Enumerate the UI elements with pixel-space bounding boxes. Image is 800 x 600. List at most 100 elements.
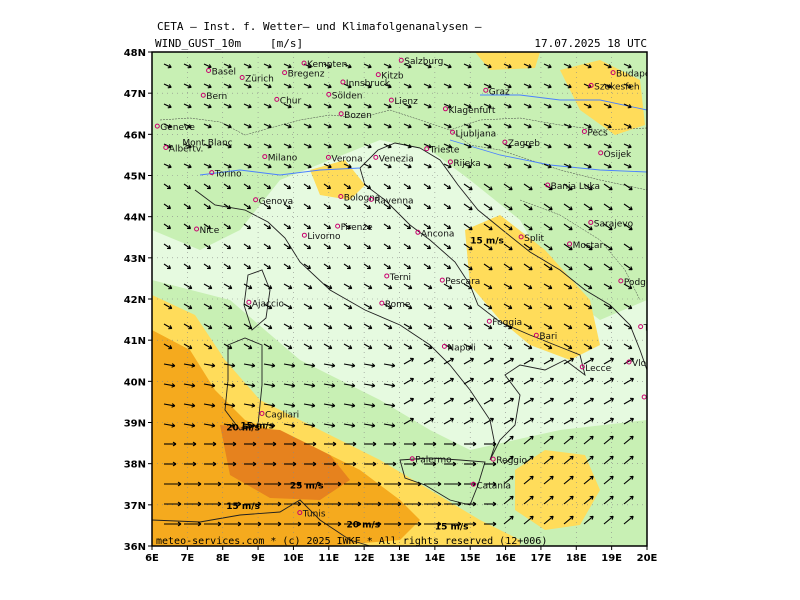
- wind-arrow: [343, 403, 356, 408]
- coastlines: [152, 142, 647, 546]
- wind-arrow: [303, 343, 313, 350]
- wind-arrow: [363, 183, 372, 190]
- city-marker: [441, 343, 447, 349]
- city-pescara: Pescara: [439, 277, 480, 287]
- wind-arrow: [383, 343, 393, 350]
- wind-arrow: [204, 501, 222, 507]
- wind-arrow: [303, 283, 313, 290]
- wind-arrow: [263, 63, 272, 69]
- wind-arrow: [223, 123, 232, 129]
- wind-arrow: [463, 163, 472, 169]
- wind-arrow: [163, 323, 173, 330]
- wind-arrow: [243, 263, 252, 270]
- wind-arrow: [383, 363, 396, 368]
- city-verona: Verona: [325, 154, 363, 164]
- wind-arrow: [463, 377, 475, 385]
- wind-arrow: [223, 263, 232, 270]
- wind-arrow: [184, 521, 202, 527]
- wind-arrow: [163, 423, 176, 428]
- wind-arrow: [283, 243, 292, 250]
- wind-arrow: [343, 143, 352, 149]
- lat-tick-label: 42N: [124, 295, 146, 306]
- wind-arrow: [183, 83, 192, 89]
- city-marker: [447, 159, 453, 165]
- wind-arrow: [203, 343, 213, 350]
- wind-arrow: [363, 323, 373, 330]
- wind-arrow: [383, 303, 393, 310]
- city-marker: [246, 299, 252, 305]
- wind-arrow: [563, 243, 573, 251]
- lat-tick-label: 45N: [124, 172, 146, 183]
- city-firenze: Firenze: [335, 223, 373, 233]
- lon-tick-label: 16E: [495, 553, 516, 564]
- city-marker: [282, 70, 288, 76]
- wind-arrow: [503, 243, 513, 251]
- contour-label: 15 m/s: [226, 502, 260, 512]
- wind-arrow: [483, 123, 492, 129]
- wind-arrow: [563, 183, 573, 191]
- wind-arrow: [503, 303, 513, 310]
- wind-arrow: [404, 521, 422, 527]
- wind-arrow: [583, 283, 593, 290]
- wind-arrow: [184, 441, 197, 447]
- city-ajaccio: Ajaccio: [246, 299, 284, 309]
- wind-arrow: [224, 481, 242, 487]
- wind-arrow: [283, 143, 292, 149]
- wind-arrow: [523, 515, 534, 525]
- wind-arrow: [563, 495, 574, 505]
- city-ravenna: Ravenna: [368, 196, 414, 206]
- city-pecs: Pecs: [581, 128, 608, 138]
- po-river: [199, 167, 361, 176]
- city-label: Pescara: [445, 277, 480, 287]
- wind-arrow: [503, 357, 515, 365]
- wind-arrow: [463, 357, 475, 365]
- wind-arrow: [503, 63, 512, 69]
- city-marker: [450, 129, 456, 135]
- wind-arrow: [343, 163, 352, 169]
- wind-arrow: [503, 417, 515, 425]
- wind-arrow: [623, 303, 633, 310]
- city-label: Split: [524, 234, 544, 244]
- wind-arrow: [163, 163, 172, 169]
- city-livorno: Livorno: [301, 232, 341, 242]
- wind-arrow: [163, 303, 173, 310]
- city-label: Firenze: [341, 223, 373, 233]
- wind-arrow: [523, 495, 534, 505]
- wind-arrow: [283, 323, 293, 330]
- city-sarajevo: Sarajevo: [588, 219, 634, 229]
- wind-arrow: [184, 501, 202, 507]
- wind-arrow: [324, 461, 337, 467]
- wind-arrow: [283, 203, 292, 210]
- city-s-lden: Sölden: [326, 91, 363, 101]
- wind-arrow: [384, 521, 402, 527]
- parameter-name: WIND_GUST_10m: [155, 37, 242, 50]
- wind-arrow: [483, 417, 495, 425]
- city-marker: [194, 226, 200, 232]
- city-ljubljana: Ljubljana: [450, 129, 497, 139]
- wind-arrow: [563, 343, 573, 350]
- wind-arrow: [323, 263, 332, 270]
- city-torino: Torino: [209, 170, 242, 180]
- city-marker: [338, 111, 344, 117]
- wind-arrow: [303, 423, 316, 428]
- city-label: Ljubljana: [456, 129, 497, 139]
- wind-arrow: [223, 423, 236, 428]
- wind-arrow: [523, 143, 532, 149]
- wind-arrow: [163, 363, 176, 368]
- wind-arrow: [164, 521, 182, 527]
- city-label: Sölden: [332, 91, 363, 101]
- wind-arrow: [503, 223, 513, 231]
- wind-arrow: [203, 263, 212, 270]
- wind-arrow: [623, 163, 632, 169]
- wind-arrow: [523, 417, 535, 425]
- wind-arrow: [183, 383, 196, 388]
- wind-arrow: [443, 263, 452, 270]
- wind-arrow: [583, 203, 593, 211]
- wind-arrow: [583, 243, 593, 251]
- wind-arrow: [324, 441, 337, 447]
- unit-label: [m/s]: [270, 37, 304, 50]
- valid-time: 17.07.2025 18 UTC: [534, 37, 647, 50]
- lat-tick-label: 40N: [124, 377, 146, 388]
- wind-arrow: [183, 203, 192, 210]
